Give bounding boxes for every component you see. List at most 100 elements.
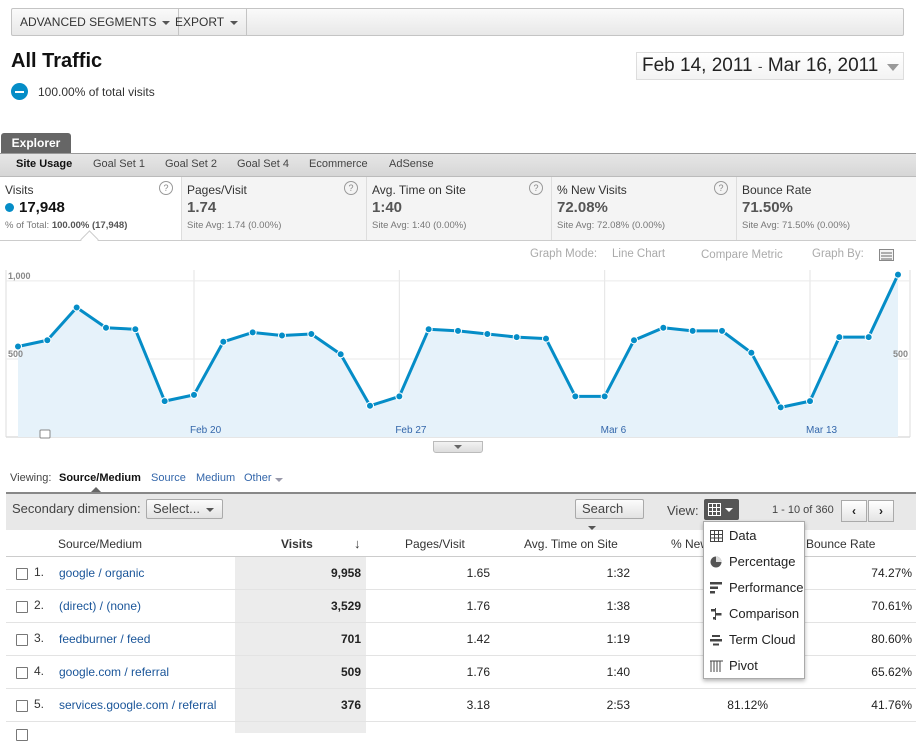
chart-point [14,342,22,351]
metric-sub: % of Total: 100.00% (17,948) [5,220,127,231]
subtab-goal-set-1[interactable]: Goal Set 1 [93,158,145,170]
col-source-medium[interactable]: Source/Medium [58,537,143,551]
table-row: 1. google / organic 9,958 1.65 1:32 74.2… [6,557,916,590]
chevron-down-icon [230,20,239,25]
metric-pages-visit[interactable]: Pages/Visit ? 1.74 Site Avg: 1.74 (0.00%… [182,177,367,240]
row-source-link[interactable]: google / organic [59,566,145,580]
row-checkbox[interactable] [16,568,28,580]
row-checkbox[interactable] [16,634,28,646]
row-source-link[interactable]: services.google.com / referral [59,698,217,712]
row-source-link[interactable]: feedburner / feed [59,632,151,646]
help-icon[interactable]: ? [714,181,728,195]
x-tick-label: Mar 13 [806,425,838,436]
col-bounce-rate[interactable]: Bounce Rate [806,537,876,551]
date-end: Mar 16, 2011 [767,55,879,76]
view-menu-item-term-cloud[interactable]: Term Cloud [704,627,804,653]
prev-page-button[interactable]: ‹ [841,500,867,522]
help-icon[interactable]: ? [529,181,543,195]
row-pages: 1.42 [466,632,490,646]
chevron-down-icon [275,478,283,482]
explorer-tab[interactable]: Explorer [1,133,71,153]
view-selector-button[interactable] [704,499,739,520]
view-menu-label: Term Cloud [729,632,796,647]
top-toolbar: ADVANCED SEGMENTS EXPORT [11,8,904,36]
metric-avg-time[interactable]: Avg. Time on Site ? 1:40 Site Avg: 1:40 … [367,177,552,240]
segment-indicator-icon[interactable] [11,83,28,100]
graph-by-icon[interactable] [879,249,894,261]
sorted-column-highlight [235,557,366,733]
graph-mode-value[interactable]: Line Chart [612,248,666,260]
help-icon[interactable]: ? [344,181,358,195]
row-visits: 3,529 [330,599,361,613]
subtab-goal-set-4[interactable]: Goal Set 4 [237,158,289,170]
row-checkbox[interactable] [16,729,28,741]
row-pages: 3.18 [466,698,490,712]
col-pages-visit[interactable]: Pages/Visit [405,537,465,551]
view-option-other[interactable]: Other [244,472,272,484]
search-button[interactable]: Search [575,499,644,530]
help-icon[interactable]: ? [159,181,173,195]
table-row [6,722,916,741]
secondary-dimension-select[interactable]: Select... [146,499,223,519]
row-time: 1:38 [606,599,630,613]
row-visits: 9,958 [330,566,361,580]
metric-sub: Site Avg: 72.08% (0.00%) [557,220,666,231]
metric-sub-prefix: % of Total: [5,220,52,231]
view-menu-item-pivot[interactable]: Pivot [704,653,804,679]
row-source-link[interactable]: google.com / referral [59,665,170,679]
metric-new-visits[interactable]: % New Visits ? 72.08% Site Avg: 72.08% (… [552,177,737,240]
view-menu-item-percentage[interactable]: Percentage [704,549,804,575]
view-menu-item-data[interactable]: Data [704,523,804,549]
export-button[interactable]: EXPORT [167,9,248,35]
metric-sub: Site Avg: 71.50% (0.00%) [742,220,851,231]
metric-bounce-rate[interactable]: Bounce Rate 71.50% Site Avg: 71.50% (0.0… [737,177,916,240]
view-menu-label: Comparison [729,606,800,621]
date-range-picker[interactable]: Feb 14, 2011 - Mar 16, 2011 [636,52,904,80]
metric-label: Avg. Time on Site [372,183,466,197]
next-page-button[interactable]: › [868,500,894,522]
series-dot-icon [5,203,14,212]
subtab-ecommerce[interactable]: Ecommerce [309,158,368,170]
subtab-adsense[interactable]: AdSense [389,158,434,170]
sort-arrow-icon[interactable]: ↓ [354,536,361,551]
row-bounce: 80.60% [871,632,912,646]
subtab-goal-set-2[interactable]: Goal Set 2 [165,158,217,170]
secondary-dimension-label: Secondary dimension: [12,501,141,516]
annotation-icon[interactable] [39,429,51,439]
view-menu-label: Data [729,528,757,543]
chart-point [43,336,52,345]
chevron-down-icon [887,64,899,71]
row-checkbox[interactable] [16,601,28,613]
chart-point [248,328,257,337]
metric-visits[interactable]: Visits ? 17,948 % of Total: 100.00% (17,… [0,177,182,240]
view-option-medium[interactable]: Medium [196,472,236,484]
compare-metric-link[interactable]: Compare Metric [701,249,783,261]
advanced-segments-button[interactable]: ADVANCED SEGMENTS [12,9,180,35]
chart-point [72,303,81,312]
row-source-link[interactable]: (direct) / (none) [59,599,142,613]
collapse-chart-handle[interactable] [433,441,483,453]
chart-point [659,323,668,332]
select-label: Select... [153,501,200,516]
row-checkbox[interactable] [16,667,28,679]
view-menu-item-comparison[interactable]: Comparison [704,601,804,627]
row-pages: 1.76 [466,599,490,613]
metric-value: 72.08% [557,199,608,216]
view-menu-item-performance[interactable]: Performance [704,575,804,601]
view-option-source-medium[interactable]: Source/Medium [59,472,141,484]
bar-chart-icon [710,582,722,594]
row-time: 1:32 [606,566,630,580]
subtab-site-usage[interactable]: Site Usage [16,158,73,170]
row-checkbox[interactable] [16,700,28,712]
x-tick-label: Feb 27 [395,425,427,436]
y-tick-label: 1,000 [8,271,31,281]
col-avg-time[interactable]: Avg. Time on Site [524,537,618,551]
col-visits[interactable]: Visits [281,537,313,551]
y-tick-label-right: 500 [893,349,908,359]
metric-value: 71.50% [742,199,793,216]
row-bounce: 70.61% [871,599,912,613]
col-new-visits[interactable]: % New [671,537,710,551]
metric-sub: Site Avg: 1.74 (0.00%) [187,220,282,231]
chart-point [307,329,316,338]
view-option-source[interactable]: Source [151,472,186,484]
